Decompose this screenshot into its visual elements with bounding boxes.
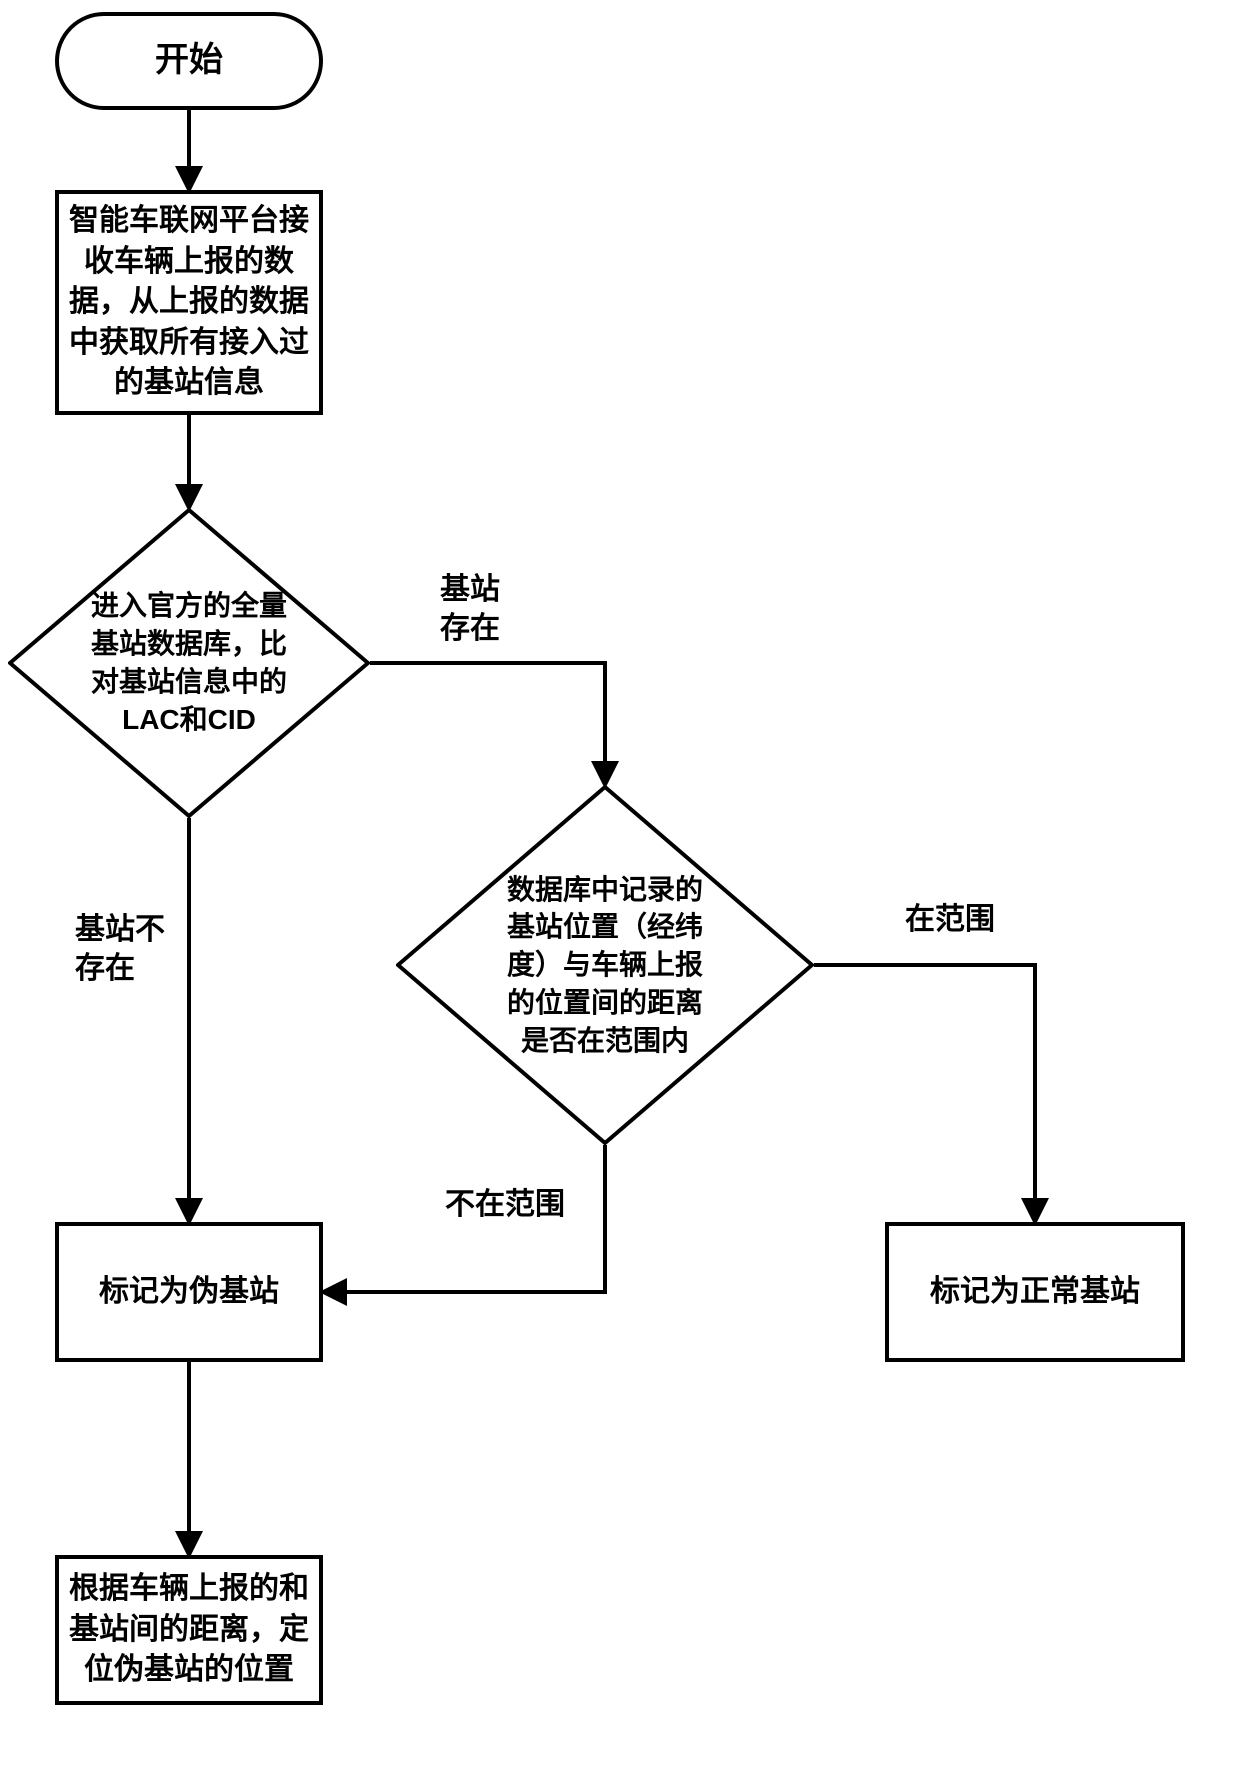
edge-label-out-range: 不在范围 [445,1185,565,1224]
node-compare-text: 进入官方的全量 基站数据库，比 对基站信息中的 LAC和CID [91,587,287,738]
node-range: 数据库中记录的 基站位置（经纬 度）与车辆上报 的位置间的距离 是否在范围内 [396,785,814,1145]
node-compare: 进入官方的全量 基站数据库，比 对基站信息中的 LAC和CID [8,508,370,818]
edge-label-not-exist: 基站不 存在 [75,910,165,988]
node-mark-normal-text: 标记为正常基站 [930,1272,1140,1313]
node-locate-text: 根据车辆上报的和 基站间的距离，定 位伪基站的位置 [69,1569,309,1691]
node-mark-fake: 标记为伪基站 [55,1222,323,1362]
node-start-text: 开始 [155,38,223,84]
edge-label-in-range: 在范围 [905,900,995,939]
node-start: 开始 [55,12,323,110]
node-range-text: 数据库中记录的 基站位置（经纬 度）与车辆上报 的位置间的距离 是否在范围内 [507,871,703,1060]
node-mark-fake-text: 标记为伪基站 [99,1272,279,1313]
flowchart-canvas: 开始 智能车联网平台接 收车辆上报的数 据，从上报的数据 中获取所有接入过 的基… [0,0,1240,1779]
node-receive: 智能车联网平台接 收车辆上报的数 据，从上报的数据 中获取所有接入过 的基站信息 [55,190,323,415]
edge-label-exist: 基站 存在 [440,570,500,648]
node-mark-normal: 标记为正常基站 [885,1222,1185,1362]
node-receive-text: 智能车联网平台接 收车辆上报的数 据，从上报的数据 中获取所有接入过 的基站信息 [69,201,309,404]
node-locate: 根据车辆上报的和 基站间的距离，定 位伪基站的位置 [55,1555,323,1705]
